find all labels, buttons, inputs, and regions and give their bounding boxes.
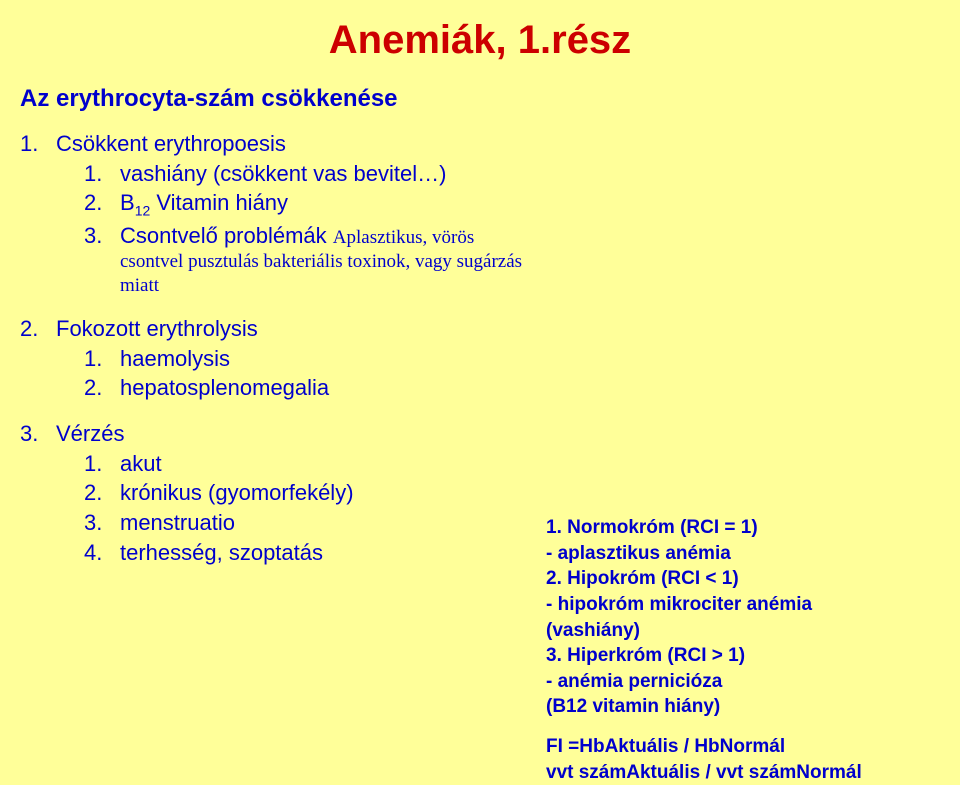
right-line-6: 3. Hiperkróm (RCI > 1) — [546, 643, 862, 669]
s2-i2-label: hepatosplenomegalia — [120, 375, 329, 400]
section-3-label: Vérzés — [56, 421, 124, 446]
slide-subtitle: Az erythrocyta-szám csökkenése — [0, 73, 960, 123]
s1-i2-num: 2. — [84, 188, 120, 218]
left-column: 1.Csökkent erythropoesis 1.vashiány (csö… — [0, 123, 960, 567]
section-1-item-3: 3.Csontvelő problémák Aplasztikus, vörös — [20, 221, 960, 251]
right-line-8: (B12 vitamin hiány) — [546, 694, 862, 720]
s1-i3-detail-inline: Aplasztikus, vörös — [333, 227, 474, 248]
s2-i1-label: haemolysis — [120, 346, 230, 371]
s3-i2-label: krónikus (gyomorfekély) — [120, 480, 354, 505]
content-area: 1.Csökkent erythropoesis 1.vashiány (csö… — [0, 123, 960, 567]
section-2-num: 2. — [20, 314, 56, 344]
s1-i2-sub: 12 — [135, 203, 151, 219]
section-1-item-1: 1.vashiány (csökkent vas bevitel…) — [20, 159, 960, 189]
section-3-item-2: 2.krónikus (gyomorfekély) — [20, 478, 960, 508]
s3-i3-label: menstruatio — [120, 510, 235, 535]
section-1-heading: 1.Csökkent erythropoesis — [20, 123, 960, 159]
s3-i4-num: 4. — [84, 538, 120, 568]
s3-i1-label: akut — [120, 451, 162, 476]
s1-i2-suffix: Vitamin hiány — [150, 190, 288, 215]
s1-i3-label: Csontvelő problémák — [120, 223, 333, 248]
section-2-item-1: 1.haemolysis — [20, 344, 960, 374]
s1-i2-prefix: B — [120, 190, 135, 215]
section-3-heading: 3.Vérzés — [20, 413, 960, 449]
s1-i3-num: 3. — [84, 221, 120, 251]
s3-i4-label: terhesség, szoptatás — [120, 540, 323, 565]
section-2-heading: 2.Fokozott erythrolysis — [20, 308, 960, 344]
s2-i1-num: 1. — [84, 344, 120, 374]
section-3-num: 3. — [20, 419, 56, 449]
s1-i1-label: vashiány (csökkent vas bevitel…) — [120, 161, 446, 186]
s1-i3-detail-line2: csontvel pusztulás bakteriális toxinok, … — [20, 250, 960, 274]
s3-i1-num: 1. — [84, 449, 120, 479]
section-1-label: Csökkent erythropoesis — [56, 131, 286, 156]
right-line-5: (vashiány) — [546, 618, 862, 644]
section-1-num: 1. — [20, 129, 56, 159]
section-2-item-2: 2.hepatosplenomegalia — [20, 373, 960, 403]
right-line-10: vvt számAktuális / vvt számNormál — [546, 760, 862, 785]
right-line-4: - hipokróm mikrociter anémia — [546, 592, 862, 618]
right-line-7: - anémia pernicióza — [546, 669, 862, 695]
section-1-item-2: 2.B12 Vitamin hiány — [20, 188, 960, 220]
section-2-label: Fokozott erythrolysis — [56, 316, 258, 341]
s3-i2-num: 2. — [84, 478, 120, 508]
right-line-9: FI =HbAktuális / HbNormál — [546, 734, 862, 760]
right-column: 1. Normokróm (RCI = 1) - aplasztikus ané… — [546, 515, 862, 785]
s2-i2-num: 2. — [84, 373, 120, 403]
s1-i3-detail-line3: miatt — [20, 274, 960, 298]
slide-title: Anemiák, 1.rész — [0, 0, 960, 73]
right-line-2: - aplasztikus anémia — [546, 541, 862, 567]
right-line-3: 2. Hipokróm (RCI < 1) — [546, 566, 862, 592]
section-3-item-1: 1.akut — [20, 449, 960, 479]
s1-i1-num: 1. — [84, 159, 120, 189]
s3-i3-num: 3. — [84, 508, 120, 538]
right-line-1: 1. Normokróm (RCI = 1) — [546, 515, 862, 541]
